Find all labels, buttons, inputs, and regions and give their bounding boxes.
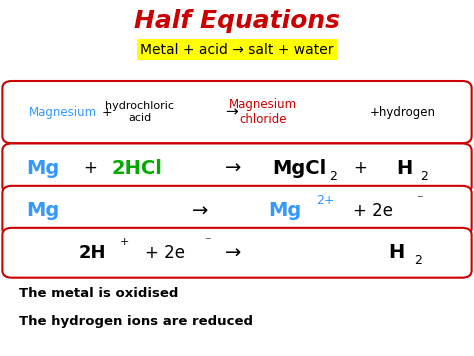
Text: The hydrogen ions are reduced: The hydrogen ions are reduced (19, 315, 253, 328)
Text: 2HCl: 2HCl (111, 159, 162, 178)
Text: +: + (83, 159, 97, 177)
Text: + 2e: + 2e (145, 244, 184, 262)
Text: 2H: 2H (78, 244, 106, 262)
Text: Mg: Mg (268, 201, 301, 220)
Text: The metal is oxidised: The metal is oxidised (19, 287, 178, 300)
Text: 2: 2 (414, 254, 422, 267)
Text: 2: 2 (420, 170, 428, 183)
FancyBboxPatch shape (2, 228, 472, 278)
Text: + 2e: + 2e (353, 202, 393, 220)
Text: H: H (396, 159, 412, 178)
Text: MgCl: MgCl (273, 159, 327, 178)
FancyBboxPatch shape (2, 143, 472, 193)
Text: Half Equations: Half Equations (134, 9, 340, 33)
Text: hydrochloric
acid: hydrochloric acid (105, 101, 174, 123)
Text: →: → (225, 105, 238, 120)
Text: Magnesium: Magnesium (28, 106, 97, 119)
Text: Mg: Mg (26, 159, 59, 178)
FancyBboxPatch shape (2, 81, 472, 143)
FancyBboxPatch shape (2, 186, 472, 236)
Text: H: H (389, 243, 405, 262)
Text: →: → (225, 243, 242, 262)
Text: ⁻: ⁻ (204, 236, 210, 248)
Text: Mg: Mg (26, 201, 59, 220)
Text: →: → (225, 159, 242, 178)
Text: +: + (353, 159, 367, 177)
Text: →: → (192, 201, 209, 220)
Text: +: + (120, 237, 129, 247)
Text: +: + (102, 106, 112, 119)
Text: +hydrogen: +hydrogen (370, 106, 436, 119)
Text: 2: 2 (329, 170, 337, 183)
Text: 2+: 2+ (316, 194, 335, 206)
Text: Magnesium
chloride: Magnesium chloride (229, 98, 297, 126)
Text: ⁻: ⁻ (416, 194, 422, 206)
Text: Metal + acid → salt + water: Metal + acid → salt + water (140, 43, 334, 57)
